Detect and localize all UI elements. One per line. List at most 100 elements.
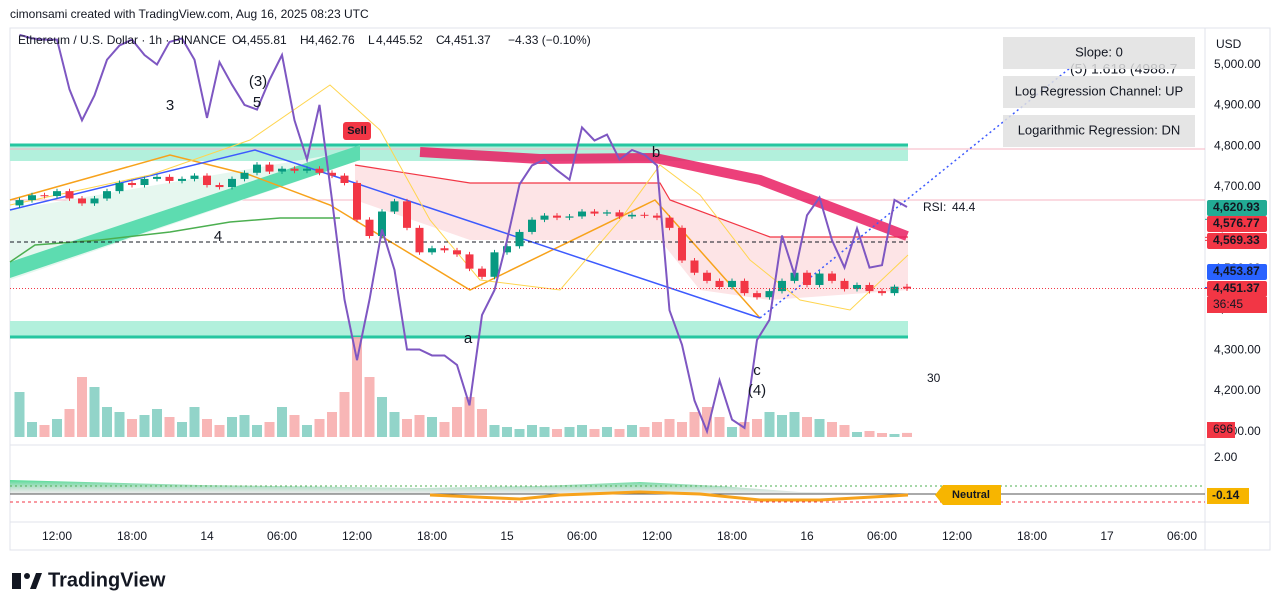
- candle-body: [278, 168, 286, 172]
- volume-bar: [639, 427, 650, 437]
- candle-body: [540, 215, 549, 220]
- candle-body: [465, 254, 474, 269]
- candle-body: [65, 191, 74, 199]
- candle-body: [603, 212, 611, 214]
- sell-label: Sell: [347, 125, 367, 137]
- volume-bar: [489, 425, 500, 437]
- x-tick-label: 06:00: [567, 529, 597, 543]
- candle-body: [315, 168, 324, 173]
- countdown-bg: [1207, 297, 1267, 313]
- volume-bar: [614, 429, 625, 437]
- x-tick-label: 18:00: [117, 529, 147, 543]
- price-tag: [1207, 281, 1267, 297]
- candle-body: [765, 291, 774, 298]
- candle-body: [903, 286, 911, 289]
- x-tick-label: 06:00: [1167, 529, 1197, 543]
- y-tick-label: 4,900.00: [1214, 98, 1261, 112]
- panel-box: [1003, 115, 1195, 147]
- candle-body: [528, 219, 536, 232]
- y-tick-label: 5,000.00: [1214, 57, 1261, 71]
- x-tick-label: 12:00: [342, 529, 372, 543]
- volume-bar: [14, 392, 25, 437]
- y-tick-label: 4,300.00: [1214, 342, 1261, 356]
- volume-bar: [502, 427, 512, 437]
- volume-bar: [452, 407, 462, 437]
- volume-bar: [902, 432, 912, 437]
- volume-bar: [527, 425, 537, 437]
- candle-body: [628, 214, 636, 217]
- channel-line: [354, 164, 908, 238]
- regression-band: [10, 145, 360, 278]
- volume-bar: [314, 419, 325, 437]
- volume-bar: [327, 412, 337, 437]
- candle-body: [403, 201, 411, 228]
- ohlc-key: O: [232, 33, 241, 47]
- x-tick-label: 12:00: [642, 529, 672, 543]
- volume-bar: [302, 425, 312, 437]
- candle-body: [253, 164, 261, 173]
- osc-tag-label: -0.14: [1212, 488, 1240, 502]
- volume-bar: [689, 412, 700, 437]
- ohlc-key: H: [300, 33, 309, 47]
- volume-bar: [277, 407, 287, 437]
- candle-body: [290, 168, 299, 171]
- candle-body: [153, 176, 161, 179]
- volume-bar: [114, 412, 125, 437]
- volume-bar: [714, 417, 725, 437]
- volume-bar: [252, 425, 262, 437]
- volume-bar: [752, 419, 762, 437]
- volume-bar: [227, 417, 237, 437]
- volume-bar: [202, 419, 212, 437]
- candle-body: [728, 280, 736, 288]
- volume-bar: [464, 397, 475, 437]
- panel-box: [1003, 76, 1195, 108]
- volume-bar: [764, 412, 775, 437]
- volume-bar: [364, 377, 375, 437]
- wave-label: 5: [253, 94, 261, 111]
- volume-bar: [339, 392, 350, 437]
- volume-bar: [127, 419, 137, 437]
- volume-bar: [852, 432, 862, 437]
- candle-body: [740, 280, 749, 294]
- volume-bar: [139, 415, 150, 437]
- x-tick-label: 18:00: [1017, 529, 1047, 543]
- candle-body: [478, 268, 486, 277]
- candle-body: [503, 246, 511, 253]
- ohlc-key: L: [368, 33, 375, 47]
- chart-frame: [9, 27, 1271, 551]
- ohlc-value: 4,451.37: [444, 33, 491, 47]
- volume-bar: [702, 407, 712, 437]
- candle-body: [553, 215, 561, 218]
- volume-bar: [377, 397, 387, 437]
- volume-bar: [739, 422, 750, 437]
- x-tick-label: 06:00: [867, 529, 897, 543]
- price-tag-label: 4,453.87: [1213, 264, 1260, 278]
- regression-line: [419, 147, 909, 241]
- ohlc-value: 4,455.81: [240, 33, 287, 47]
- volume-bar: [189, 407, 200, 437]
- volume-bar: [814, 419, 825, 437]
- candle-body: [678, 227, 686, 261]
- status-tag: [935, 485, 1001, 505]
- volume-bar: [102, 407, 112, 437]
- candle-body: [865, 284, 874, 292]
- volume-bar: [839, 425, 850, 437]
- candle-body: [390, 201, 399, 212]
- candle-body: [53, 191, 61, 197]
- ohlc-key: C: [436, 33, 445, 47]
- candle-body: [453, 250, 461, 255]
- candle-body: [378, 211, 386, 237]
- candle-body: [840, 280, 849, 290]
- x-tick-label: 17: [1100, 529, 1114, 543]
- ohlc-value: 4,445.52: [376, 33, 423, 47]
- rsi-value: 44.4: [952, 200, 976, 214]
- volume-bar: [239, 415, 250, 437]
- candle-body: [853, 284, 861, 290]
- projection-line: [759, 67, 1071, 319]
- volume-bar: [77, 377, 87, 437]
- panel-text: Log Regression Channel: UP: [1015, 83, 1183, 98]
- candle-body: [128, 182, 136, 186]
- volume-bar: [564, 427, 575, 437]
- candle-body: [703, 272, 711, 281]
